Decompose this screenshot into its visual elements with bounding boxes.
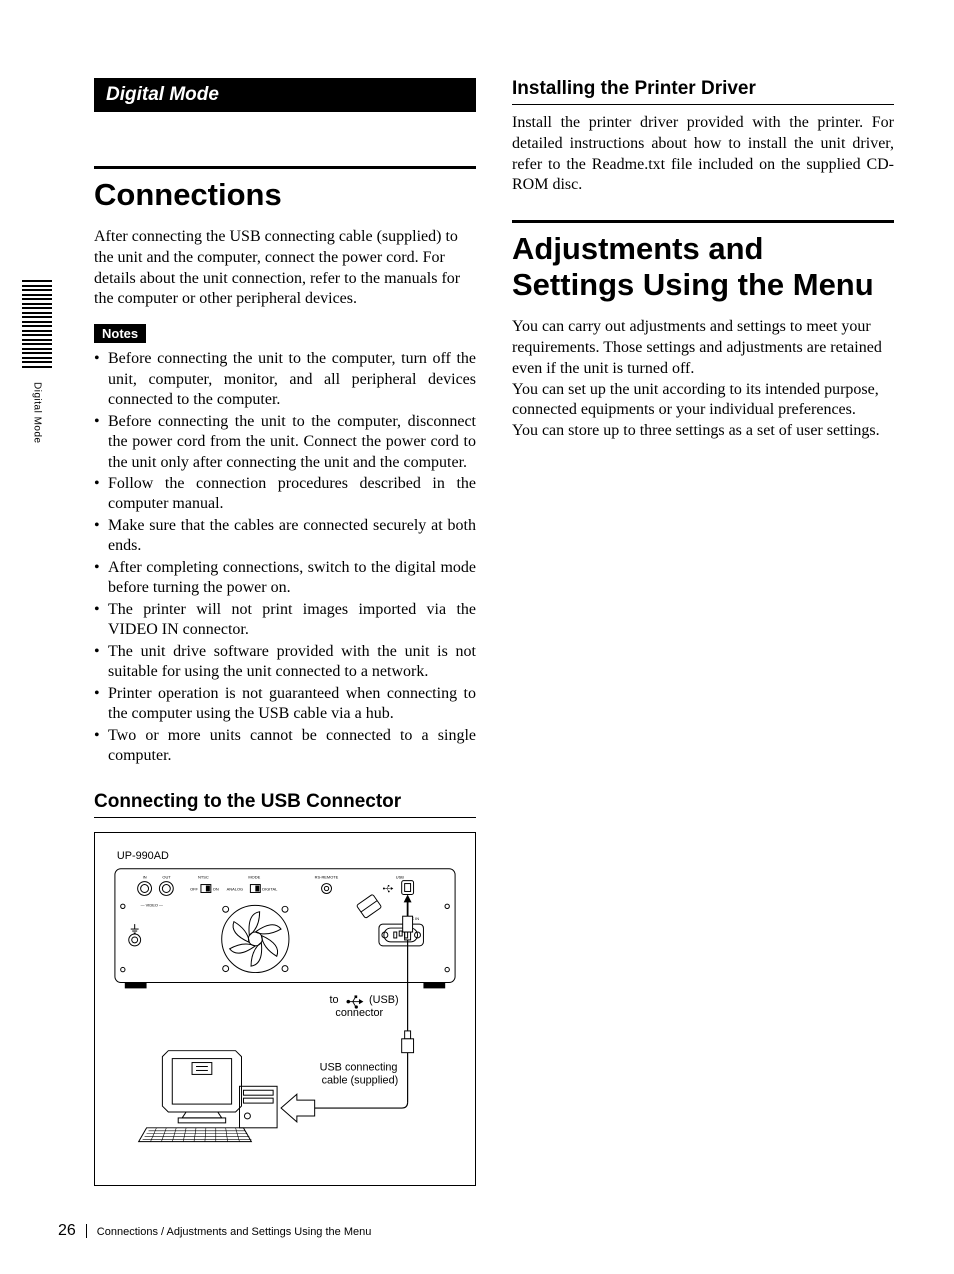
side-tab-label: Digital Mode [32, 382, 43, 444]
connections-intro: After connecting the USB connecting cabl… [94, 227, 476, 310]
svg-text:OUT: OUT [162, 874, 171, 879]
svg-text:NTSC: NTSC [198, 874, 209, 879]
notes-list: Before connecting the unit to the comput… [94, 349, 476, 766]
adjustments-p1: You can carry out adjustments and settin… [512, 317, 894, 379]
note-item: Before connecting the unit to the comput… [94, 412, 476, 473]
svg-text:OFF: OFF [190, 886, 198, 891]
adjustments-heading: Adjustments and Settings Using the Menu [512, 220, 894, 303]
side-tab: Digital Mode [22, 280, 52, 444]
note-item: After completing connections, switch to … [94, 558, 476, 599]
note-item: Make sure that the cables are connected … [94, 516, 476, 557]
page-columns: Digital Mode Connections After connectin… [94, 78, 894, 1186]
svg-text:ON: ON [213, 886, 219, 891]
left-column: Digital Mode Connections After connectin… [94, 78, 476, 1186]
diagram-svg: UP-990AD IN OUT [107, 845, 463, 1171]
svg-text:RS-REMOTE: RS-REMOTE [315, 874, 339, 879]
note-item: Before connecting the unit to the comput… [94, 349, 476, 410]
note-item: The unit drive software provided with th… [94, 642, 476, 683]
adjustments-p3: You can store up to three settings as a … [512, 421, 894, 442]
note-item: Printer operation is not guaranteed when… [94, 684, 476, 725]
svg-text:connector: connector [335, 1007, 383, 1019]
connection-diagram: UP-990AD IN OUT [94, 832, 476, 1186]
svg-text:MODE: MODE [248, 874, 260, 879]
note-item: Two or more units cannot be connected to… [94, 726, 476, 767]
footer-text: Connections / Adjustments and Settings U… [97, 1226, 372, 1238]
svg-text:DIGITAL: DIGITAL [262, 886, 278, 891]
usb-connector-label: to (USB) connector [329, 994, 398, 1019]
svg-text:cable (supplied): cable (supplied) [322, 1074, 399, 1086]
installing-body: Install the printer driver provided with… [512, 113, 894, 196]
svg-text:USB: USB [396, 874, 404, 879]
installing-heading: Installing the Printer Driver [512, 78, 894, 105]
svg-text:ANALOG: ANALOG [227, 886, 243, 891]
svg-text:to: to [329, 994, 338, 1006]
connections-heading: Connections [94, 166, 476, 213]
svg-text:— VIDEO —: — VIDEO — [141, 902, 163, 907]
usb-connector-heading: Connecting to the USB Connector [94, 791, 476, 818]
svg-text:USB connecting: USB connecting [320, 1061, 398, 1073]
page-footer: 26 Connections / Adjustments and Setting… [58, 1222, 371, 1240]
note-item: The printer will not print images import… [94, 600, 476, 641]
svg-text:(USB): (USB) [369, 994, 399, 1006]
svg-text:IN: IN [143, 874, 147, 879]
page-number: 26 [58, 1222, 76, 1240]
adjustments-p2: You can set up the unit according to its… [512, 380, 894, 422]
side-tab-lines [22, 280, 52, 370]
diagram-model-label: UP-990AD [117, 849, 169, 861]
computer-illustration [139, 1050, 277, 1141]
notes-label: Notes [94, 324, 146, 343]
usb-cable-label: USB connecting cable (supplied) [320, 1061, 399, 1086]
footer-divider [86, 1224, 87, 1238]
note-item: Follow the connection procedures describ… [94, 474, 476, 515]
right-column: Installing the Printer Driver Install th… [512, 78, 894, 1186]
mode-banner: Digital Mode [94, 78, 476, 112]
